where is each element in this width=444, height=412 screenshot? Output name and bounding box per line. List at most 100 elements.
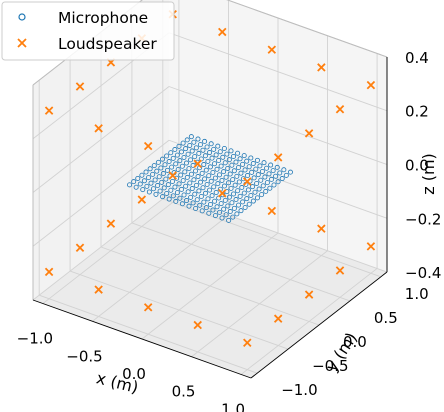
microphone-point	[162, 162, 168, 168]
z-tick-label: −0.2	[405, 210, 441, 228]
microphone-point	[215, 143, 221, 149]
microphone-point	[185, 151, 191, 157]
microphone-point	[174, 190, 180, 196]
microphone-point	[203, 167, 209, 173]
loudspeaker-point	[75, 243, 85, 252]
microphone-point	[252, 189, 258, 195]
microphone-point	[169, 164, 175, 170]
loudspeaker-point	[304, 129, 314, 138]
microphone-point	[254, 157, 260, 163]
microphone-point	[195, 136, 201, 142]
microphone-point	[248, 192, 254, 198]
microphone-point	[216, 172, 222, 178]
legend-microphone-label: Microphone	[58, 9, 148, 27]
loudspeaker-point	[243, 338, 252, 347]
microphone-point	[199, 170, 205, 176]
microphone-point	[184, 198, 190, 204]
microphone-point	[223, 174, 229, 180]
microphone-point	[159, 179, 165, 185]
microphone-point	[186, 166, 192, 172]
microphone-point	[187, 142, 193, 148]
microphone-point	[158, 165, 164, 171]
microphone-point	[279, 176, 285, 182]
microphone-point	[194, 197, 200, 203]
microphone-point	[184, 137, 190, 143]
microphone-point	[192, 191, 198, 197]
microphone-point	[150, 171, 156, 177]
loudspeaker-point	[366, 242, 376, 251]
microphone-point	[137, 181, 143, 187]
microphone-point	[188, 194, 194, 200]
grid-line-y-floor	[100, 246, 320, 326]
loudspeaker-point	[143, 303, 153, 312]
microphone-point	[172, 184, 178, 190]
microphone-point	[146, 189, 152, 195]
microphone-point	[177, 195, 183, 201]
loudspeaker-point	[218, 27, 227, 37]
microphone-point	[223, 212, 229, 218]
microphone-point	[193, 145, 199, 151]
grid-line-z-left	[32, 86, 170, 193]
y-axis-label: y (m)	[322, 329, 361, 375]
microphone-series	[127, 134, 293, 223]
microphone-point	[235, 150, 241, 156]
microphone-point	[193, 182, 199, 188]
microphone-point	[218, 201, 224, 207]
microphone-point	[210, 169, 216, 175]
microphone-point	[234, 173, 240, 179]
microphone-point	[221, 169, 227, 175]
microphone-point	[198, 193, 204, 199]
microphone-point	[214, 166, 220, 172]
loudspeaker-point	[94, 285, 103, 294]
microphone-point	[147, 166, 153, 172]
microphone-point	[245, 173, 251, 179]
microphone-point	[207, 150, 213, 156]
microphone-point	[143, 169, 149, 175]
microphone-point	[264, 180, 270, 186]
microphone-point	[210, 207, 216, 213]
microphone-point	[234, 211, 240, 217]
microphone-point	[208, 178, 214, 184]
microphone-point	[202, 176, 208, 182]
microphone-point	[206, 173, 212, 179]
grid-line-y-floor	[162, 198, 381, 278]
microphone-point	[254, 195, 260, 201]
microphone-point	[226, 217, 232, 223]
loudspeaker-series	[44, 10, 376, 347]
microphone-point	[197, 202, 203, 208]
microphone-point	[163, 176, 169, 182]
microphone-point	[281, 167, 287, 173]
y-tick-label: 0.0	[343, 333, 367, 351]
microphone-point	[254, 180, 260, 186]
microphone-point	[238, 208, 244, 214]
microphone-point	[131, 179, 137, 185]
grid-line-z-left	[32, 193, 170, 301]
microphone-point	[190, 200, 196, 206]
microphone-point	[212, 175, 218, 181]
loudspeaker-point	[44, 267, 54, 277]
microphone-point	[275, 179, 281, 185]
microphone-point	[139, 172, 145, 178]
microphone-point	[263, 188, 269, 194]
microphone-point	[178, 149, 184, 155]
microphone-point	[173, 198, 179, 204]
microphone-point	[212, 198, 218, 204]
microphone-point	[246, 201, 252, 207]
microphone-point	[232, 182, 238, 188]
microphone-point	[205, 196, 211, 202]
microphone-point	[155, 183, 161, 189]
z-tick-label: −0.4	[405, 264, 441, 282]
microphone-point	[150, 186, 156, 192]
microphone-point	[258, 177, 264, 183]
microphone-point	[274, 164, 280, 170]
microphone-point	[186, 203, 192, 209]
microphone-point	[222, 197, 228, 203]
y-tick-label: 0.5	[374, 309, 398, 327]
microphone-point	[219, 215, 225, 221]
microphone-point	[249, 169, 255, 175]
microphone-point	[151, 163, 157, 169]
microphone-point	[146, 175, 152, 181]
microphone-point	[173, 161, 179, 167]
microphone-point	[225, 165, 231, 171]
microphone-point	[219, 177, 225, 183]
